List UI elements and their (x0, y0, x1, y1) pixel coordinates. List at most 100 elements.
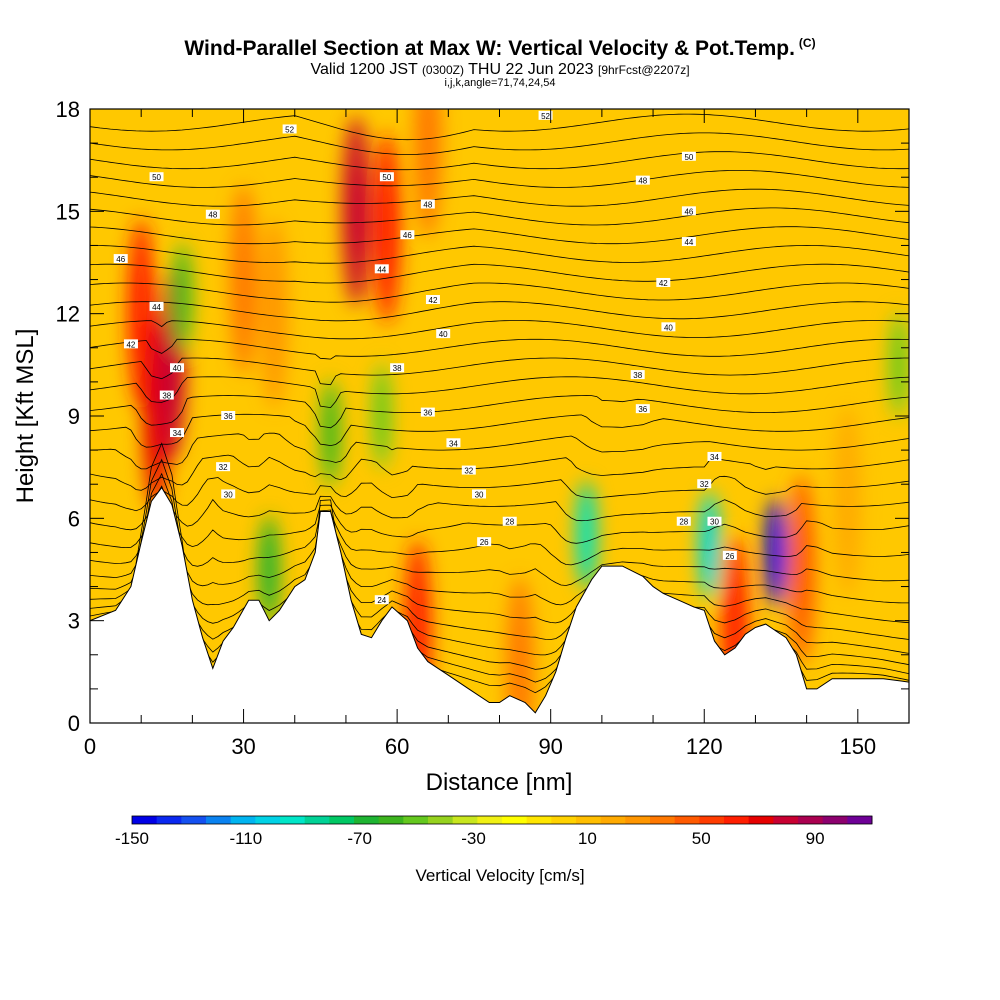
colorbar: -150 -110 -70 -30 10 50 90 (115, 815, 873, 848)
colorbar-swatch (699, 816, 725, 824)
theta-label: 34 (710, 453, 719, 462)
theta-label-bg (635, 404, 650, 414)
theta-label-bg (681, 151, 696, 161)
theta-label: 42 (126, 340, 135, 349)
theta-label: 28 (679, 518, 688, 527)
colorbar-tick-label: 90 (806, 829, 825, 848)
title-tag: (C) (798, 36, 816, 50)
params-text: i,j,k,angle=71,74,24,54 (444, 77, 556, 89)
theta-label: 30 (710, 518, 719, 527)
theta-label-bg (472, 489, 487, 499)
theta-line (90, 509, 909, 567)
y-tick-label: 15 (56, 199, 80, 224)
theta-line (90, 338, 909, 360)
theta-line (90, 151, 909, 171)
theta-line (90, 301, 909, 322)
theta-label: 46 (684, 207, 693, 216)
theta-label: 50 (382, 173, 391, 182)
theta-label-bg (697, 479, 712, 489)
theta-label-bg (425, 295, 440, 305)
colorbar-swatch (181, 816, 207, 824)
theta-label: 36 (224, 412, 233, 421)
theta-line (90, 132, 909, 155)
forecast-info: [9hrFcst@2207z] (597, 63, 690, 77)
theta-label-bg (400, 230, 415, 240)
theta-line (90, 495, 909, 531)
theta-label-bg (635, 175, 650, 185)
chart-subtitle: Valid 1200 JST (0300Z) THU 22 Jun 2023 [… (0, 61, 1000, 79)
theta-label-bg (681, 206, 696, 216)
theta-label-bg (379, 172, 394, 182)
x-tick-label: 0 (84, 734, 96, 759)
x-tick-label: 150 (839, 734, 876, 759)
theta-label: 32 (464, 467, 473, 476)
updraft-core (379, 183, 394, 274)
colorbar-tick-label: -30 (461, 829, 486, 848)
theta-line (90, 510, 909, 587)
colorbar-swatch (822, 816, 848, 824)
valid-date: THU 22 Jun 2023 (468, 61, 594, 78)
theta-label: 40 (439, 330, 448, 339)
title-main: Wind-Parallel Section at Max W: Vertical… (184, 37, 795, 60)
colorbar-swatch (551, 816, 577, 824)
colorbar-swatch (724, 816, 750, 824)
y-tick-label: 3 (68, 609, 80, 634)
theta-label: 34 (449, 439, 458, 448)
theta-label: 26 (725, 552, 734, 561)
theta-line (90, 320, 909, 340)
theta-line (90, 376, 909, 409)
colorbar-swatch (403, 816, 429, 824)
theta-label-bg (681, 237, 696, 247)
theta-label-bg (436, 329, 451, 339)
theta-label: 50 (152, 173, 161, 182)
updraft-core (512, 626, 527, 717)
theta-contour-labels: 52 52 50 50 50 48 48 48 46 46 46 44 44 44 42 42 42 40 40 40… (113, 110, 737, 605)
colorbar-tick-label: 10 (578, 829, 597, 848)
colorbar-swatch (354, 816, 380, 824)
plot-area: 52 52 50 50 50 48 48 48 46 46 46 44 44 44 42 42 42 40 40 40… (56, 97, 910, 759)
colorbar-swatch (798, 816, 824, 824)
theta-label-bg (707, 516, 722, 526)
y-axis-title: Height [Kft MSL] (12, 329, 39, 504)
theta-label-bg (113, 254, 128, 264)
theta-line (90, 508, 909, 606)
theta-label: 40 (664, 323, 673, 332)
colorbar-swatch (600, 816, 626, 824)
theta-line (90, 113, 909, 141)
theta-label-bg (502, 516, 517, 526)
colorbar-swatch (156, 816, 182, 824)
chart-title: Wind-Parallel Section at Max W: Vertical… (0, 36, 1000, 61)
colorbar-title: Vertical Velocity [cm/s] (415, 866, 584, 885)
theta-line (90, 357, 909, 386)
theta-label-bg (420, 199, 435, 209)
colorbar-swatch (748, 816, 774, 824)
colorbar-swatch (625, 816, 651, 824)
colorbar-swatch (428, 816, 454, 824)
updraft-core (134, 268, 149, 359)
theta-line (90, 263, 909, 284)
theta-label-bg (661, 322, 676, 332)
theta-label-bg (722, 550, 737, 560)
theta-label: 38 (633, 371, 642, 380)
theta-label-bg (707, 451, 722, 461)
theta-line (90, 226, 909, 245)
theta-line (90, 207, 909, 226)
updraft-core (840, 456, 855, 547)
theta-label: 52 (285, 125, 294, 134)
theta-line (90, 188, 909, 207)
downdraft-core (374, 371, 389, 461)
theta-label: 46 (116, 255, 125, 264)
theta-label: 26 (480, 538, 489, 547)
theta-label: 48 (638, 177, 647, 186)
downdraft-core (768, 507, 783, 598)
x-tick-label: 30 (231, 734, 255, 759)
theta-line (90, 495, 909, 640)
theta-label-bg (282, 124, 297, 134)
y-tick-label: 6 (68, 506, 80, 531)
colorbar-swatch (847, 816, 873, 824)
colorbar-swatch (650, 816, 676, 824)
theta-label-bg (676, 516, 691, 526)
theta-label-bg (221, 411, 236, 420)
theta-label: 38 (162, 392, 171, 401)
